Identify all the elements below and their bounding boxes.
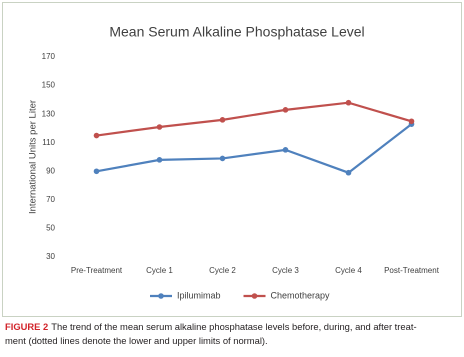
y-tick-label: 110	[42, 138, 55, 147]
point	[219, 155, 226, 162]
point	[156, 157, 163, 163]
y-tick-label: 50	[46, 224, 55, 233]
y-tick-label: 30	[46, 252, 55, 261]
y-tick-label: 130	[42, 109, 56, 118]
chart-frame	[2, 2, 462, 317]
y-axis-label: International Units per Liter	[28, 100, 39, 214]
y-tick-label: 90	[46, 166, 55, 175]
legend-marker	[251, 293, 258, 299]
legend-marker	[158, 293, 164, 299]
point	[282, 107, 289, 113]
y-tick-label: 170	[42, 52, 56, 61]
point	[156, 124, 163, 130]
x-tick-label: Pre-Treatment	[71, 266, 123, 275]
x-tick-label: Cycle 2	[209, 266, 236, 275]
x-tick-label: Cycle 1	[146, 266, 173, 275]
caption-line: The trend of the mean serum alkaline pho…	[51, 321, 417, 332]
x-tick-label: Post-Treatment	[384, 266, 440, 275]
point	[93, 168, 100, 175]
caption-label: FIGURE 2	[5, 321, 49, 332]
point	[282, 147, 289, 153]
legend-label: Ipilumimab	[177, 290, 221, 300]
point	[408, 118, 415, 125]
point	[93, 132, 100, 139]
series-line	[96, 101, 412, 137]
point	[219, 117, 226, 123]
point	[345, 99, 352, 106]
y-tick-label: 70	[46, 195, 55, 204]
caption-line: ment (dotted lines denote the lower and …	[5, 335, 268, 346]
y-tick-label: 150	[42, 81, 56, 90]
chart-title: Mean Serum Alkaline Phosphatase Level	[109, 24, 364, 40]
x-tick-label: Cycle 4	[335, 266, 362, 275]
point	[345, 169, 352, 176]
chart: Mean Serum Alkaline Phosphatase Level In…	[2, 2, 462, 317]
caption: FIGURE 2 The trend of the mean serum alka…	[5, 320, 461, 348]
series-line	[96, 123, 413, 174]
legend-label: Chemotherapy	[271, 290, 331, 300]
x-tick-label: Cycle 3	[272, 266, 299, 275]
